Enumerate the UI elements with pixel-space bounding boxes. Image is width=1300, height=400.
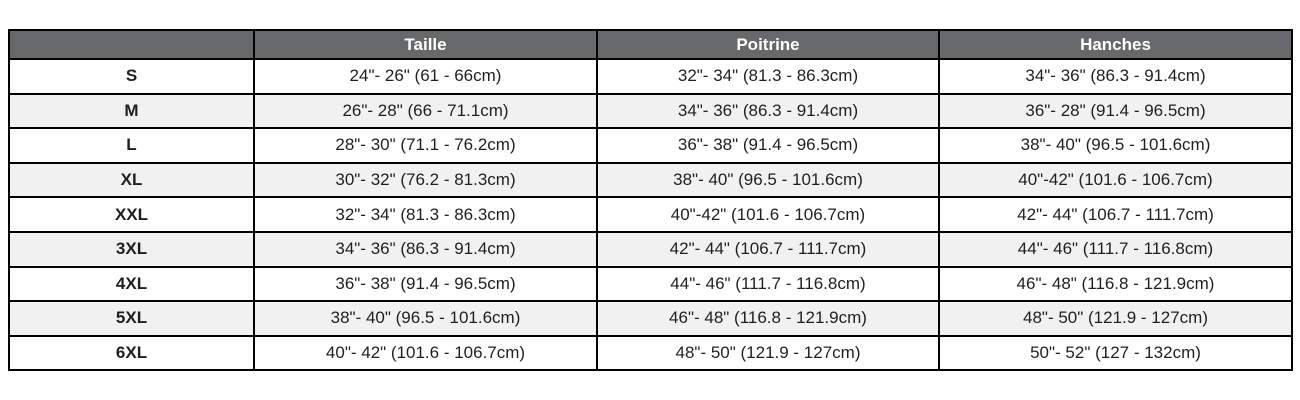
size-label: L [8, 127, 255, 164]
table-row-m: M 26"- 28" (66 - 71.1cm) 34"- 36" (86.3 … [8, 92, 1293, 130]
table-row-4xl: 4XL 36"- 38" (91.4 - 96.5cm) 44"- 46" (1… [8, 265, 1293, 303]
table-body: S 24"- 26" (61 - 66cm) 32"- 34" (81.3 - … [8, 58, 1293, 372]
hanches-value: 44"- 46" (111.7 - 116.8cm) [938, 230, 1293, 268]
size-label: S [8, 58, 255, 95]
size-label: M [8, 92, 255, 130]
taille-value: 26"- 28" (66 - 71.1cm) [253, 92, 598, 130]
poitrine-value: 32"- 34" (81.3 - 86.3cm) [596, 58, 940, 95]
size-label: XXL [8, 196, 255, 233]
poitrine-value: 48"- 50" (121.9 - 127cm) [596, 334, 940, 372]
hanches-value: 48"- 50" (121.9 - 127cm) [938, 300, 1293, 337]
size-chart-table: Taille Poitrine Hanches S 24"- 26" (61 -… [8, 29, 1293, 372]
poitrine-value: 38"- 40" (96.5 - 101.6cm) [596, 161, 940, 199]
table-row-xxl: XXL 32"- 34" (81.3 - 86.3cm) 40"-42" (10… [8, 196, 1293, 233]
poitrine-value: 46"- 48" (116.8 - 121.9cm) [596, 300, 940, 337]
poitrine-value: 40"-42" (101.6 - 106.7cm) [596, 196, 940, 233]
taille-value: 24"- 26" (61 - 66cm) [253, 58, 598, 95]
size-label: XL [8, 161, 255, 199]
column-header-taille: Taille [253, 29, 598, 60]
table-row-6xl: 6XL 40"- 42" (101.6 - 106.7cm) 48"- 50" … [8, 334, 1293, 372]
table-row-xl: XL 30"- 32" (76.2 - 81.3cm) 38"- 40" (96… [8, 161, 1293, 199]
hanches-value: 46"- 48" (116.8 - 121.9cm) [938, 265, 1293, 303]
poitrine-value: 44"- 46" (111.7 - 116.8cm) [596, 265, 940, 303]
taille-value: 28"- 30" (71.1 - 76.2cm) [253, 127, 598, 164]
hanches-value: 50"- 52" (127 - 132cm) [938, 334, 1293, 372]
table-header: Taille Poitrine Hanches [8, 29, 1293, 60]
hanches-value: 38"- 40" (96.5 - 101.6cm) [938, 127, 1293, 164]
hanches-value: 36"- 28" (91.4 - 96.5cm) [938, 92, 1293, 130]
column-header-poitrine: Poitrine [596, 29, 940, 60]
table-row-5xl: 5XL 38"- 40" (96.5 - 101.6cm) 46"- 48" (… [8, 300, 1293, 337]
poitrine-value: 36"- 38" (91.4 - 96.5cm) [596, 127, 940, 164]
poitrine-value: 42"- 44" (106.7 - 111.7cm) [596, 230, 940, 268]
hanches-value: 34"- 36" (86.3 - 91.4cm) [938, 58, 1293, 95]
hanches-value: 40"-42" (101.6 - 106.7cm) [938, 161, 1293, 199]
taille-value: 32"- 34" (81.3 - 86.3cm) [253, 196, 598, 233]
size-label: 3XL [8, 230, 255, 268]
column-header-hanches: Hanches [938, 29, 1293, 60]
header-row: Taille Poitrine Hanches [8, 29, 1293, 60]
column-header-size [8, 29, 255, 60]
size-label: 6XL [8, 334, 255, 372]
poitrine-value: 34"- 36" (86.3 - 91.4cm) [596, 92, 940, 130]
taille-value: 30"- 32" (76.2 - 81.3cm) [253, 161, 598, 199]
table-row-l: L 28"- 30" (71.1 - 76.2cm) 36"- 38" (91.… [8, 127, 1293, 164]
size-label: 5XL [8, 300, 255, 337]
hanches-value: 42"- 44" (106.7 - 111.7cm) [938, 196, 1293, 233]
size-label: 4XL [8, 265, 255, 303]
table-row-3xl: 3XL 34"- 36" (86.3 - 91.4cm) 42"- 44" (1… [8, 230, 1293, 268]
taille-value: 34"- 36" (86.3 - 91.4cm) [253, 230, 598, 268]
taille-value: 38"- 40" (96.5 - 101.6cm) [253, 300, 598, 337]
table-row-s: S 24"- 26" (61 - 66cm) 32"- 34" (81.3 - … [8, 58, 1293, 95]
taille-value: 40"- 42" (101.6 - 106.7cm) [253, 334, 598, 372]
taille-value: 36"- 38" (91.4 - 96.5cm) [253, 265, 598, 303]
